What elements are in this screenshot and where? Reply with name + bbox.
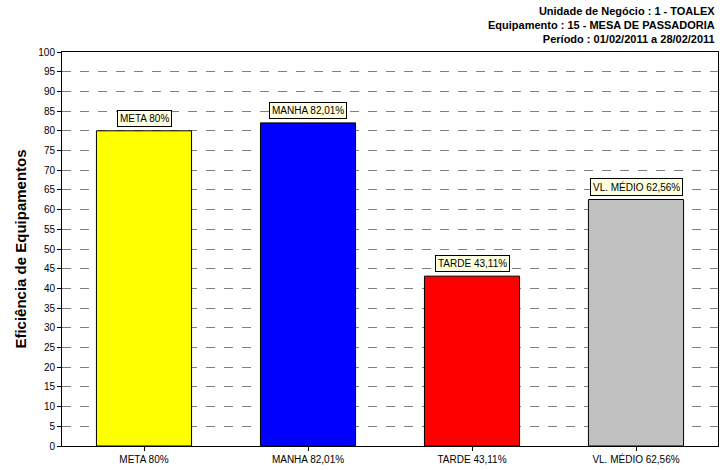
svg-text:Eficiência de Equipamentos: Eficiência de Equipamentos — [12, 149, 29, 348]
svg-text:80: 80 — [44, 125, 56, 136]
svg-text:70: 70 — [44, 165, 56, 176]
svg-text:100: 100 — [38, 47, 55, 58]
svg-text:TARDE 43,11%: TARDE 43,11% — [438, 258, 507, 269]
svg-text:40: 40 — [44, 283, 56, 294]
svg-text:15: 15 — [44, 381, 56, 392]
svg-text:10: 10 — [44, 401, 56, 412]
svg-text:45: 45 — [44, 263, 56, 274]
svg-text:0: 0 — [49, 441, 55, 452]
svg-text:55: 55 — [44, 224, 56, 235]
svg-text:85: 85 — [44, 106, 56, 117]
svg-text:50: 50 — [44, 244, 56, 255]
svg-text:25: 25 — [44, 342, 56, 353]
svg-text:VL. MÉDIO 62,56%: VL. MÉDIO 62,56% — [593, 181, 680, 193]
svg-text:MANHA 82,01%: MANHA 82,01% — [272, 454, 344, 465]
svg-text:META 80%: META 80% — [120, 113, 169, 124]
svg-text:Unidade de Negócio : 1 - TOALE: Unidade de Negócio : 1 - TOALEXEquipamen… — [488, 5, 715, 46]
svg-text:65: 65 — [44, 184, 56, 195]
svg-text:60: 60 — [44, 204, 56, 215]
svg-text:30: 30 — [44, 322, 56, 333]
svg-text:META 80%: META 80% — [119, 454, 168, 465]
svg-text:95: 95 — [44, 66, 56, 77]
svg-text:VL. MÉDIO 62,56%: VL. MÉDIO 62,56% — [592, 453, 679, 465]
svg-text:5: 5 — [49, 421, 55, 432]
svg-text:75: 75 — [44, 145, 56, 156]
svg-text:90: 90 — [44, 86, 56, 97]
svg-text:35: 35 — [44, 303, 56, 314]
svg-text:MANHA 82,01%: MANHA 82,01% — [272, 105, 344, 116]
svg-text:20: 20 — [44, 362, 56, 373]
svg-text:TARDE 43,11%: TARDE 43,11% — [437, 454, 506, 465]
